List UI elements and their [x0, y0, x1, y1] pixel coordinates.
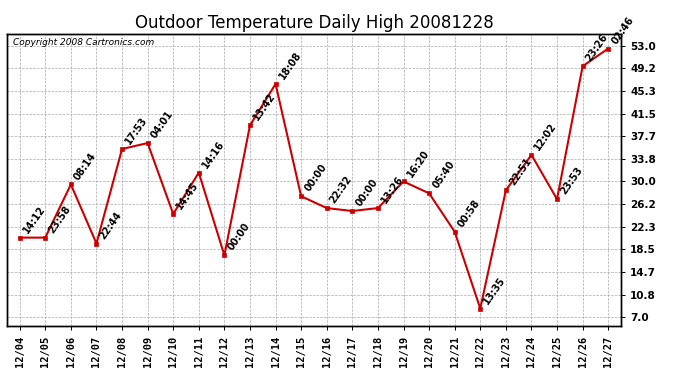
- Text: 00:00: 00:00: [354, 177, 380, 208]
- Text: 23:58: 23:58: [47, 204, 72, 235]
- Text: 13:26: 13:26: [380, 174, 405, 205]
- Text: 22:44: 22:44: [98, 210, 124, 241]
- Text: 04:01: 04:01: [149, 109, 175, 140]
- Text: 00:00: 00:00: [226, 221, 252, 253]
- Text: 00:58: 00:58: [456, 198, 482, 229]
- Text: 05:40: 05:40: [431, 159, 457, 190]
- Title: Outdoor Temperature Daily High 20081228: Outdoor Temperature Daily High 20081228: [135, 14, 493, 32]
- Text: 08:14: 08:14: [72, 150, 98, 182]
- Text: 13:35: 13:35: [482, 274, 508, 306]
- Text: 14:12: 14:12: [21, 204, 47, 235]
- Text: 12:02: 12:02: [533, 121, 559, 152]
- Text: 23:26: 23:26: [584, 32, 610, 63]
- Text: 22:32: 22:32: [328, 174, 354, 205]
- Text: 16:20: 16:20: [405, 148, 431, 179]
- Text: 02:46: 02:46: [609, 15, 635, 46]
- Text: 00:00: 00:00: [302, 162, 328, 194]
- Text: Copyright 2008 Cartronics.com: Copyright 2008 Cartronics.com: [13, 38, 155, 47]
- Text: 17:53: 17:53: [124, 115, 150, 146]
- Text: 14:16: 14:16: [200, 139, 226, 170]
- Text: 23:53: 23:53: [558, 165, 584, 196]
- Text: 22:51: 22:51: [507, 156, 533, 188]
- Text: 18:08: 18:08: [277, 50, 303, 81]
- Text: 14:45: 14:45: [175, 180, 201, 211]
- Text: 13:42: 13:42: [251, 92, 277, 123]
